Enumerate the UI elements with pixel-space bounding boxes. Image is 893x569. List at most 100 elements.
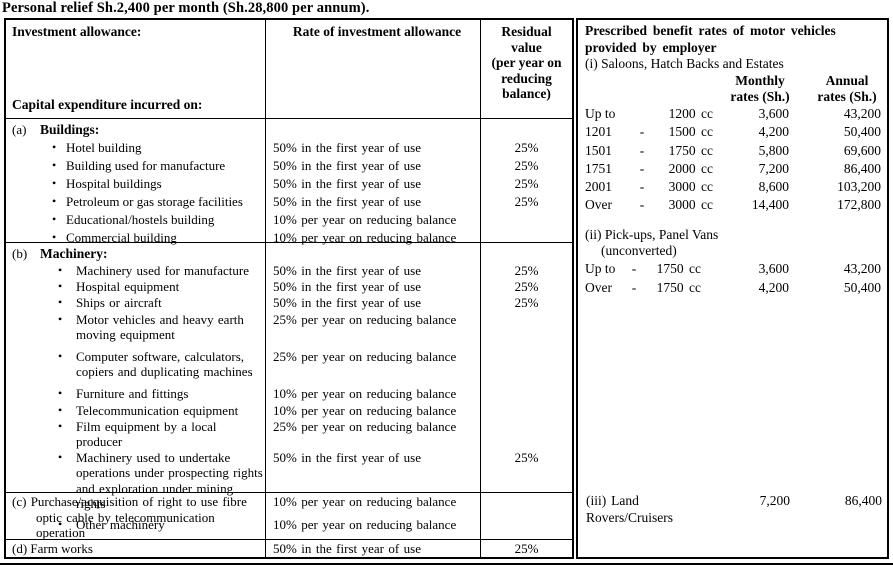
cc-range-to: 2000 cc [668, 160, 713, 176]
table-row: • Motor vehicles and heavy earth moving … [6, 312, 572, 342]
residual-column-header: Residual value (per year on reducing bal… [481, 20, 572, 102]
bottom-border-rule [0, 563, 893, 565]
expenditure-item-label: (d) Farm works [12, 541, 93, 556]
expenditure-item-label: Educational/hostels building [66, 211, 215, 227]
table-row: • Machinery used for manufacture 50% in … [6, 263, 572, 278]
rate-value: 50% in the first year of use [273, 157, 421, 173]
expenditure-item-label: Other machinery [76, 517, 165, 533]
expenditure-item-label: Hospital buildings [66, 175, 162, 191]
residual-header-line: balance) [502, 86, 551, 101]
annual-rate-value: 43,200 [843, 261, 881, 277]
table-row: • Machinery used to undertake operations… [6, 450, 572, 511]
expenditure-item-label: Telecommunication equipment [76, 402, 239, 418]
bullet-icon: • [52, 157, 57, 172]
cc-range-from: 2001 [585, 179, 612, 195]
cc-range-to: 3000 cc [668, 197, 713, 213]
bullet-icon: • [58, 349, 63, 364]
rate-value: 25% per year on reducing balance [273, 418, 457, 434]
monthly-rate-value: 4,200 [758, 279, 789, 295]
table-row: • Educational/hostels building 10% per y… [6, 211, 572, 228]
bullet-icon: • [58, 418, 63, 433]
cc-range-to: 1750 cc [656, 261, 701, 277]
expenditure-item-label: (c) Purchase/acquisition of right to use… [12, 494, 247, 540]
header-cell-investment: Investment allowance: Capital expenditur… [6, 20, 266, 119]
capital-expenditure-label: Capital expenditure incurred on: [12, 97, 203, 112]
expenditure-item-label: Petroleum or gas storage facilities [66, 193, 243, 209]
monthly-rate-value: 8,600 [758, 179, 789, 195]
cc-range-from: 1201 [585, 124, 612, 140]
section-machinery: (b) Machinery: • Machinery used for manuf… [6, 242, 572, 532]
rate-value: 50% in the first year of use [273, 175, 421, 191]
benefit-rate-row: Over - 1750 cc 4,200 50,400 [585, 279, 881, 296]
expenditure-item-label: Furniture and fittings [76, 386, 189, 402]
column-divider [480, 20, 481, 557]
rate-value: 10% per year on reducing balance [273, 402, 457, 418]
benefit-rate-row: 1501 - 1750 cc 5,800 69,600 [585, 142, 881, 159]
cc-range-to: 1750 cc [668, 142, 713, 158]
monthly-rates-header: Monthly rates (Sh.) [730, 73, 790, 104]
range-dash: - [639, 160, 645, 176]
table-row: • Building used for manufacture 50% in t… [6, 157, 572, 174]
range-dash: - [639, 179, 645, 195]
table-row: • Hospital equipment 50% in the first ye… [6, 279, 572, 294]
rate-value: 10% per year on reducing balance [273, 229, 457, 245]
residual-value: 25% [514, 175, 539, 191]
rate-value: 50% in the first year of use [273, 450, 421, 466]
section-machinery-title-row: (b) Machinery: [6, 245, 572, 262]
rate-value: 10% per year on reducing balance [273, 211, 457, 227]
bullet-icon: • [58, 279, 63, 294]
section-fibre-optic-row: (c) Purchase/acquisition of right to use… [6, 492, 572, 540]
table-row: • Other machinery 10% per year on reduci… [6, 517, 572, 532]
expenditure-item-label: Commercial building [66, 229, 177, 245]
range-dash: - [631, 279, 637, 295]
bullet-icon: • [58, 450, 63, 465]
expenditure-item-label: Hospital equipment [76, 279, 180, 295]
residual-header-line: reducing [501, 70, 552, 86]
rate-value: 10% per year on reducing balance [273, 494, 457, 509]
cc-range-to: 1200 cc [668, 106, 713, 121]
bullet-icon: • [52, 193, 57, 208]
expenditure-item-label: Machinery used for manufacture [76, 263, 250, 278]
table-row: • Commercial building 10% per year on re… [6, 229, 572, 246]
cc-range-from: Over [585, 197, 612, 213]
annual-rate-value: 43,200 [843, 106, 881, 121]
bullet-icon: • [58, 295, 63, 310]
section-title: Buildings: [40, 122, 100, 137]
section-ii-heading: (ii) Pick-ups, Panel Vans [585, 226, 719, 242]
expenditure-item-label: Motor vehicles and heavy earth moving eq… [76, 311, 244, 342]
benefit-rate-row: Up to 1200 cc 3,600 43,200 [585, 105, 881, 122]
expenditure-item-label: Ships or aircraft [76, 295, 162, 311]
bullet-icon: • [58, 386, 63, 401]
section-ii-subheading: (unconverted) [601, 243, 677, 259]
table-row: • Hospital buildings 50% in the first ye… [6, 175, 572, 192]
section-iii-row: (iii) Land Rovers/Cruisers 7,200 86,400 [586, 492, 882, 526]
table-row: • Petroleum or gas storage facilities 50… [6, 193, 572, 210]
bullet-icon: • [58, 263, 63, 277]
expenditure-item-label: Film equipment by a local producer [76, 418, 217, 450]
annual-rate-value: 50,400 [843, 279, 881, 295]
cc-range-from: 1751 [585, 160, 612, 176]
table-row: • Ships or aircraft 50% in the first yea… [6, 295, 572, 310]
section-label: (b) [12, 246, 28, 261]
annual-rate-value: 172,800 [837, 197, 881, 213]
annual-rates-header: Annual rates (Sh.) [817, 73, 877, 104]
table-row: • Telecommunication equipment 10% per ye… [6, 403, 572, 418]
cc-range-to: 3000 cc [668, 179, 713, 195]
investment-allowance-label: Investment allowance: [12, 24, 142, 39]
rate-column-header: Rate of investment allowance [292, 24, 462, 39]
table-row: • Hotel building 50% in the first year o… [6, 139, 572, 156]
cc-range-from: Over [585, 279, 612, 295]
bullet-icon: • [58, 311, 63, 326]
annual-rate-value: 86,400 [844, 493, 882, 508]
bullet-icon: • [58, 402, 63, 417]
rate-value: 50% in the first year of use [273, 263, 421, 278]
benefit-rate-row: 2001 - 3000 cc 8,600 103,200 [585, 178, 881, 195]
residual-header-line: (per year on [491, 55, 562, 70]
annual-rate-value: 50,400 [843, 124, 881, 140]
bullet-icon: • [58, 517, 63, 532]
page-title: Personal relief Sh.2,400 per month (Sh.2… [2, 0, 370, 16]
monthly-rate-value: 7,200 [759, 493, 790, 508]
range-dash: - [639, 197, 645, 213]
residual-value: 25% [514, 541, 539, 556]
